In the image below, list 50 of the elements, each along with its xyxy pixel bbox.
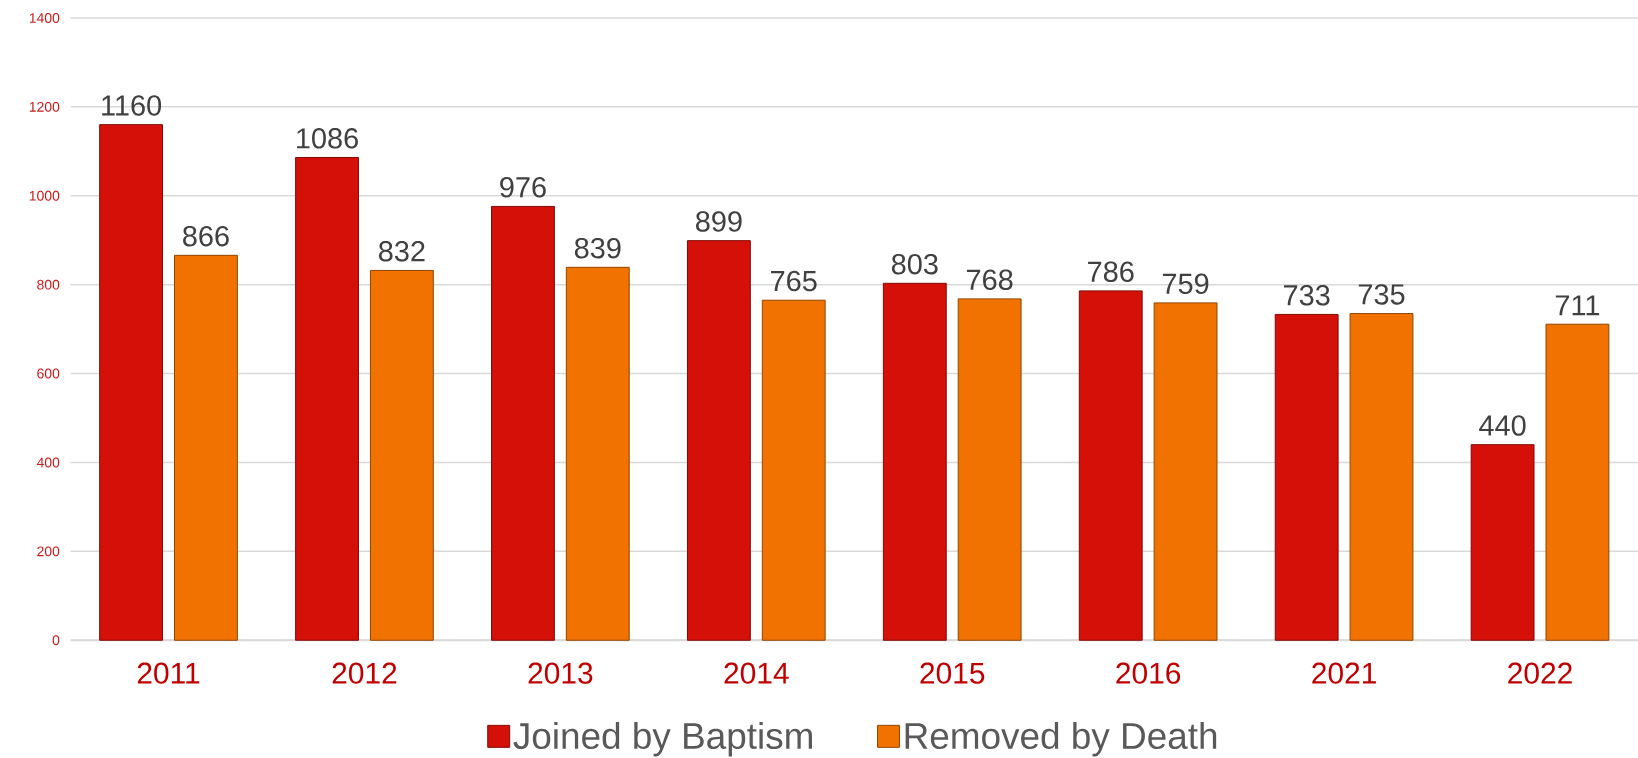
x-tick-label: 2022 [1508,662,1572,684]
bar [1470,444,1535,641]
bar [491,205,555,641]
bar [174,254,238,641]
legend-label: Joined by Baptism [513,721,812,757]
y-tick-label: 600 [37,368,60,379]
y-tick-label: 1200 [29,101,60,112]
data-label: 759 [1162,273,1209,294]
bar [1349,312,1414,641]
x-tick-label: 2016 [1116,662,1181,684]
bar [686,240,751,641]
bar [882,282,947,641]
bar [99,123,164,641]
data-label: 866 [183,225,229,247]
bar [565,266,630,641]
data-label: 733 [1284,284,1330,306]
legend-label: Removed by Death [905,721,1217,757]
x-tick-label: 2014 [724,662,789,684]
y-tick-label: 1000 [29,190,60,201]
x-tick-label: 2013 [528,662,593,684]
data-label: 786 [1088,261,1134,282]
y-tick-label: 400 [36,457,60,468]
x-tick-label: 2011 [137,662,200,684]
y-tick-label: 1400 [29,12,60,23]
data-label: 832 [378,240,425,262]
bar [1274,313,1339,641]
data-label: 735 [1358,284,1405,305]
data-label: 899 [696,211,742,232]
bar [295,156,359,641]
data-label: 768 [966,269,1013,290]
data-label: 976 [500,176,546,198]
bar [1078,290,1143,641]
y-tick-label: 800 [37,279,60,290]
data-label: 1086 [297,127,358,149]
bar [1545,323,1610,641]
data-label: 440 [1479,415,1526,436]
bar [761,299,826,641]
y-tick-label: 0 [52,635,60,646]
data-label: 1160 [102,95,162,116]
x-tick-label: 2015 [920,662,985,684]
bar [369,269,434,641]
x-tick-label: 2021 [1312,662,1376,684]
y-tick-label: 200 [37,546,60,557]
bar [957,298,1022,641]
data-label: 839 [574,237,621,259]
bar [1153,302,1218,641]
data-label: 803 [891,253,938,275]
x-tick-label: 2012 [332,662,397,684]
data-label: 765 [771,270,817,292]
data-label: 711 [1555,295,1600,316]
